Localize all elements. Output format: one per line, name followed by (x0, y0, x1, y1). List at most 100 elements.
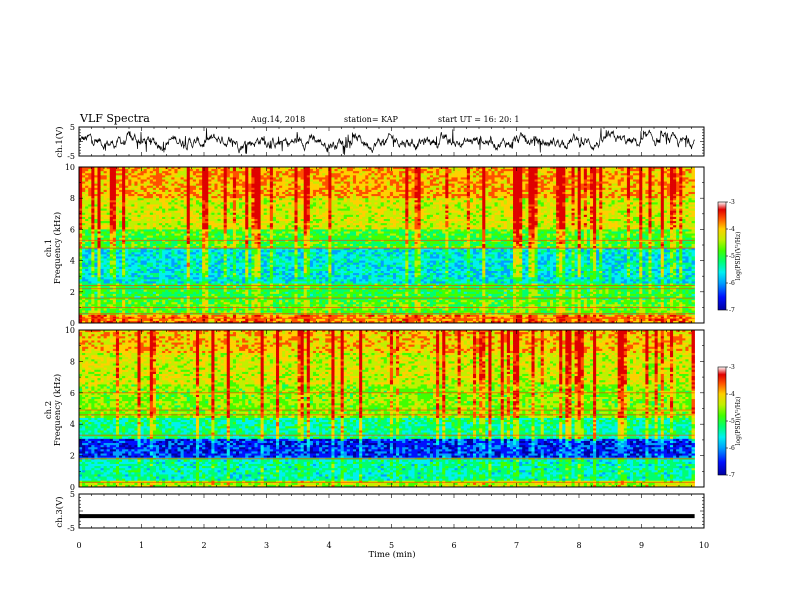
spectrogram-cell (550, 175, 553, 177)
spectrogram-cell (156, 207, 159, 209)
spectrogram-cell (587, 194, 590, 196)
spectrogram-cell (313, 207, 316, 209)
spectrogram-cell (110, 217, 113, 219)
spectrogram-cell (159, 175, 162, 177)
spectrogram-cell (541, 177, 544, 179)
spectrogram-cell (205, 190, 208, 192)
spectrogram-cell (356, 184, 359, 186)
spectrogram-cell (587, 169, 590, 171)
spectrogram-cell (325, 175, 328, 177)
spectrogram-cell (119, 190, 122, 192)
spectrogram-cell (538, 173, 541, 175)
spectrogram-cell (655, 202, 658, 204)
spectrogram-cell (285, 196, 288, 198)
spectrogram-cell (627, 202, 630, 204)
spectrogram-cell (101, 215, 104, 217)
spectrogram-cell (285, 213, 288, 215)
spectrogram-cell (473, 177, 476, 179)
spectrogram-cell (673, 169, 676, 171)
spectrogram-cell (141, 211, 144, 213)
spectrogram-cell (621, 213, 624, 215)
spectrogram-cell (113, 211, 116, 213)
spectrogram-cell (131, 209, 134, 211)
spectrogram-cell (113, 207, 116, 209)
spectrogram-cell (688, 202, 691, 204)
spectrogram-cell (562, 188, 565, 190)
spectrogram-cell (362, 207, 365, 209)
spectrogram-cell (498, 209, 501, 211)
spectrogram-cell (664, 198, 667, 200)
spectrogram-cell (476, 211, 479, 213)
spectrogram-cell (688, 177, 691, 179)
spectrogram-cell (578, 188, 581, 190)
spectrogram-cell (196, 169, 199, 171)
spectrogram-cell (356, 204, 359, 206)
spectrogram-cell (307, 209, 310, 211)
spectrogram-cell (258, 198, 261, 200)
spectrogram-cell (282, 169, 285, 171)
spectrogram-cell (230, 198, 233, 200)
spectrogram-cell (125, 177, 128, 179)
spectrogram-cell (122, 169, 125, 171)
spectrogram-cell (608, 171, 611, 173)
spectrogram-cell (621, 169, 624, 171)
spectrogram-cell (584, 192, 587, 194)
spectrogram-cell (418, 175, 421, 177)
spectrogram-cell (667, 207, 670, 209)
spectrogram-cell (187, 182, 190, 184)
spectrogram-cell (405, 215, 408, 217)
spectrogram-cell (156, 196, 159, 198)
spectrogram-cell (178, 204, 181, 206)
spectrogram-cell (94, 179, 97, 181)
spectrogram-cell (319, 200, 322, 202)
spectrogram-cell (251, 198, 254, 200)
spectrogram-cell (436, 173, 439, 175)
spectrogram-cell (242, 186, 245, 188)
spectrogram-cell (682, 177, 685, 179)
spectrogram-cell (516, 196, 519, 198)
spectrogram-cell (476, 209, 479, 211)
spectrogram-cell (119, 188, 122, 190)
spectrogram-cell (433, 207, 436, 209)
figure-title: VLF Spectra (79, 112, 150, 125)
spectrogram-cell (313, 186, 316, 188)
spectrogram-cell (239, 169, 242, 171)
spectrogram-cell (679, 215, 682, 217)
spectrogram-cell (236, 175, 239, 177)
spectrogram-cell (334, 175, 337, 177)
spectrogram-cell (633, 175, 636, 177)
spectrogram-cell (685, 213, 688, 215)
spectrogram-cell (242, 200, 245, 202)
spectrogram-cell (128, 188, 131, 190)
spectrogram-cell (147, 173, 150, 175)
spectrogram-cell (211, 171, 214, 173)
spectrogram-cell (104, 194, 107, 196)
spectrogram-cell (359, 179, 362, 181)
spectrogram-cell (239, 215, 242, 217)
spectrogram-cell (267, 200, 270, 202)
spectrogram-cell (485, 213, 488, 215)
spectrogram-cell (692, 173, 695, 175)
spectrogram-cell (313, 209, 316, 211)
spectrogram-cell (294, 211, 297, 213)
spectrogram-cell (433, 169, 436, 171)
spectrogram-cell (350, 198, 353, 200)
spectrogram-cell (676, 213, 679, 215)
spectrogram-cell (153, 186, 156, 188)
spectrogram-cell (221, 190, 224, 192)
spectrogram-cell (141, 202, 144, 204)
spectrogram-cell (338, 177, 341, 179)
spectrogram-cell (451, 171, 454, 173)
spectrogram-cell (190, 207, 193, 209)
spectrogram-cell (442, 182, 445, 184)
spectrogram-cell (307, 202, 310, 204)
spectrogram-cell (245, 213, 248, 215)
spectrogram-cell (442, 204, 445, 206)
spectrogram-cell (408, 202, 411, 204)
spectrogram-cell (442, 177, 445, 179)
spectrogram-cell (602, 200, 605, 202)
spectrogram-cell (328, 204, 331, 206)
spectrogram-cell (464, 215, 467, 217)
spectrogram-cell (307, 175, 310, 177)
spectrogram-cell (171, 215, 174, 217)
